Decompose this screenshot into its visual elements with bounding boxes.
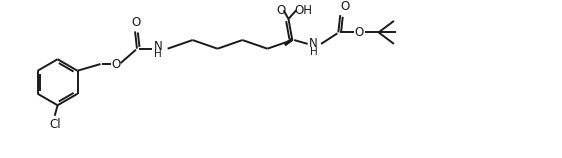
Text: OH: OH: [295, 4, 313, 17]
Text: O: O: [111, 58, 120, 70]
Text: N: N: [153, 40, 162, 53]
Text: H: H: [310, 47, 318, 57]
Text: O: O: [355, 26, 364, 39]
Text: O: O: [276, 4, 285, 17]
Text: N: N: [309, 37, 318, 50]
Text: Cl: Cl: [49, 118, 61, 131]
Text: H: H: [154, 49, 162, 59]
Text: O: O: [341, 0, 350, 13]
Text: O: O: [132, 16, 140, 29]
